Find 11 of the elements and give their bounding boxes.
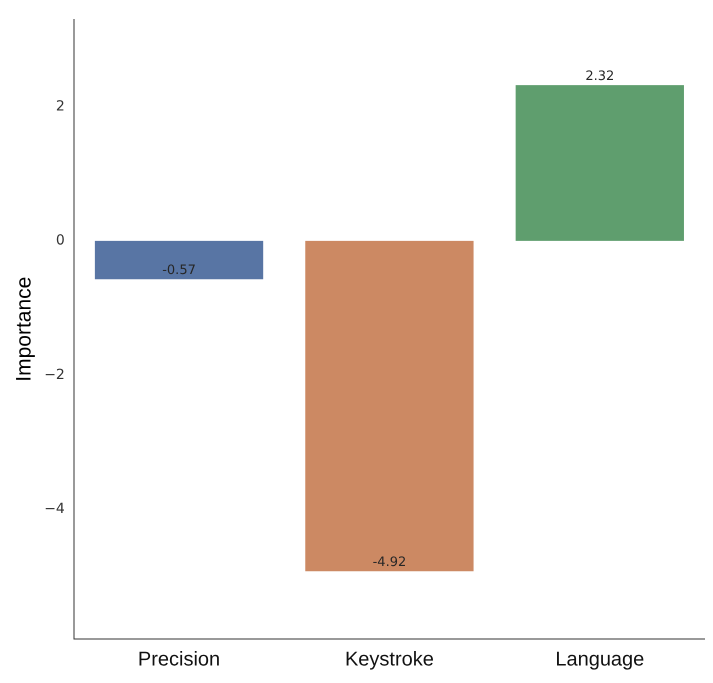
y-tick-label: 2	[56, 98, 65, 114]
x-tick-label: Precision	[138, 648, 220, 671]
x-tick-label: Keystroke	[344, 648, 434, 671]
y-tick-label: 0	[56, 232, 65, 249]
y-axis-title: Importance	[12, 276, 36, 382]
x-tick-label: Language	[555, 648, 644, 671]
y-tick-label: −2	[44, 366, 65, 383]
y-tick-label: −4	[44, 501, 65, 518]
data-label: -0.57	[162, 263, 196, 278]
data-label: 2.32	[585, 69, 614, 84]
data-label: -4.92	[372, 555, 406, 570]
